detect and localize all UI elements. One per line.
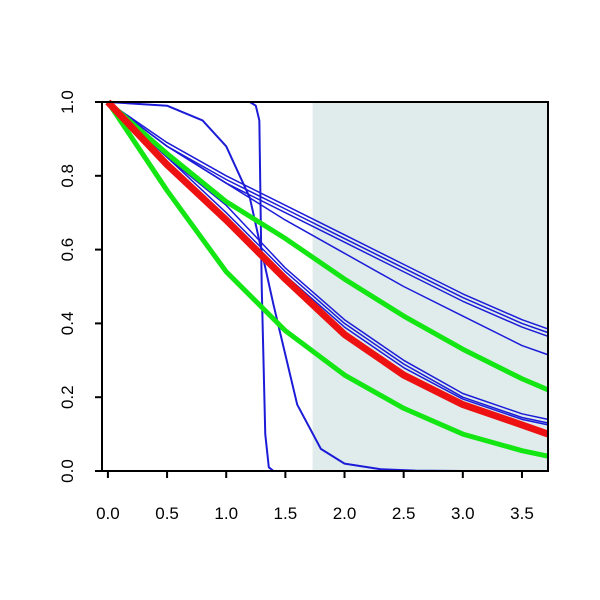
y-tick-label: 0.4 bbox=[58, 312, 77, 336]
x-axis: 0.0 0.5 1.0 1.5 2.0 2.5 3.0 3.5 bbox=[96, 471, 534, 523]
x-tick-label: 1.0 bbox=[214, 504, 238, 523]
x-tick-label: 3.0 bbox=[451, 504, 475, 523]
series-line-blue-1 bbox=[107, 101, 548, 472]
y-tick-label: 0.2 bbox=[58, 385, 77, 409]
series-line-red-12 bbox=[105, 99, 550, 438]
y-tick-label: 0.0 bbox=[58, 459, 77, 483]
x-tick-label: 2.5 bbox=[392, 504, 416, 523]
series-line-blue-4 bbox=[107, 101, 549, 424]
x-tick-label: 0.5 bbox=[155, 504, 179, 523]
series-line-blue-6 bbox=[107, 101, 549, 330]
x-tick-label: 0.0 bbox=[96, 504, 120, 523]
y-tick-label: 0.8 bbox=[58, 164, 77, 188]
series-line-blue-9 bbox=[107, 101, 549, 356]
series-layer bbox=[105, 99, 550, 472]
series-line-blue-7 bbox=[107, 101, 549, 334]
x-tick-label: 1.5 bbox=[274, 504, 298, 523]
x-tick-label: 2.0 bbox=[333, 504, 357, 523]
x-tick-label: 3.5 bbox=[510, 504, 534, 523]
series-line-green-10 bbox=[106, 100, 549, 393]
y-tick-label: 1.0 bbox=[58, 90, 77, 114]
plot-frame bbox=[101, 101, 549, 472]
y-tick-label: 0.6 bbox=[58, 238, 77, 262]
series-line-blue-3 bbox=[107, 101, 549, 421]
series-line-green-11 bbox=[105, 100, 549, 459]
y-axis: 0.0 0.2 0.4 0.6 0.8 1.0 bbox=[58, 90, 102, 483]
